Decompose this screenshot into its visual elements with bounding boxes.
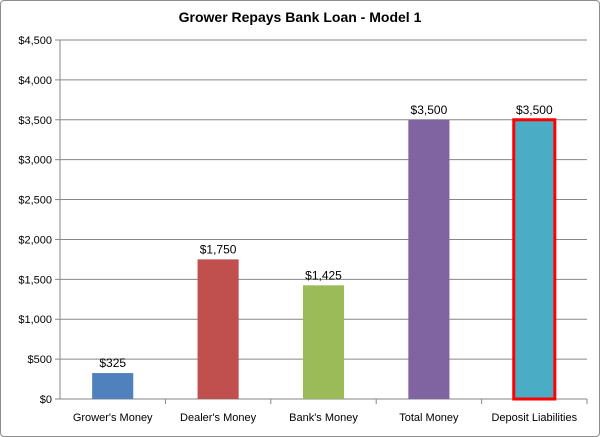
y-axis-ticks: $0 $500 $1,000 $1,500 $2,000 $2,500 $3,000 $3,5… [18,35,52,406]
data-labels: $325 $1,750 $1,425 $3,500 $3,500 [99,103,553,370]
y-tick-label: $0 [40,394,52,406]
data-label: $3,500 [516,103,553,117]
x-axis-ticks: Grower's Money Dealer's Money Bank's Money… [73,412,578,424]
y-tick-label: $1,500 [18,274,52,286]
y-tick-label: $1,000 [18,314,52,326]
bar [92,373,134,399]
y-tick-label: $3,500 [18,115,52,127]
bar [408,119,450,400]
bar [512,118,557,401]
y-tick-label: $3,000 [18,155,52,167]
y-tick-label: $2,000 [18,234,52,246]
data-label: $325 [99,356,126,370]
x-tick-label: Bank's Money [289,412,358,424]
bar [197,259,239,399]
x-tick-label: Total Money [399,412,459,424]
chart-title: Grower Repays Bank Loan - Model 1 [179,9,422,25]
x-tick-label: Deposit Liabilities [491,412,577,424]
bars [92,118,557,401]
gridlines [60,39,587,360]
data-label: $1,750 [200,242,237,256]
data-label: $3,500 [411,103,448,117]
bar [302,285,345,399]
x-tick-label: Dealer's Money [180,412,257,424]
y-tick-label: $4,500 [18,35,52,47]
data-label: $1,425 [305,268,342,282]
y-tick-label: $500 [28,354,52,366]
x-tick-label: Grower's Money [73,412,153,424]
y-tick-label: $4,000 [18,75,52,87]
y-tick-label: $2,500 [18,195,52,207]
